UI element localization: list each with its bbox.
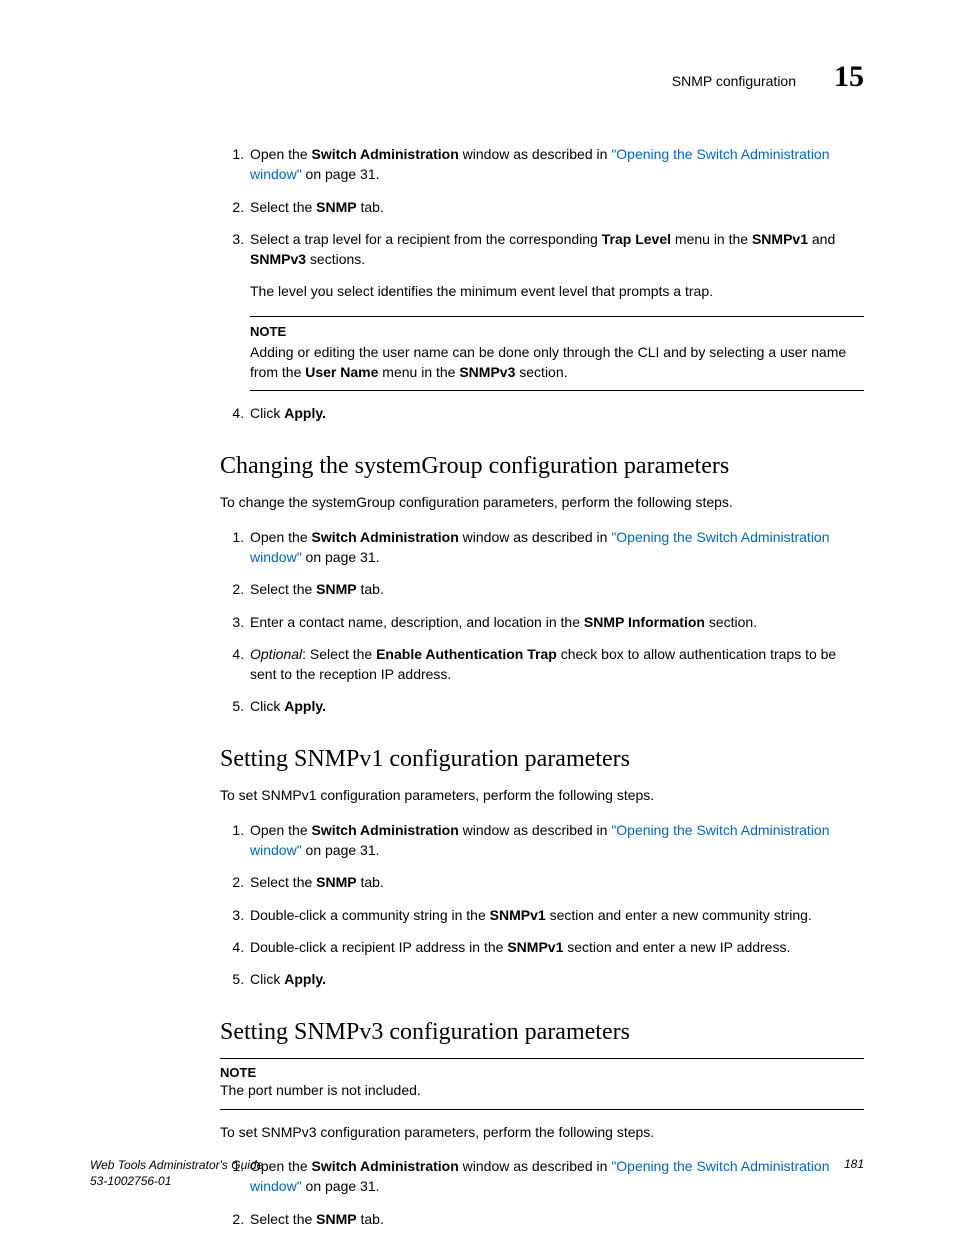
italic-text: Optional: [250, 646, 302, 662]
text: window as described in: [459, 529, 612, 545]
step-item: Select the SNMP tab.: [248, 1209, 864, 1229]
text: Select the: [250, 1211, 316, 1227]
text: Click: [250, 405, 284, 421]
text: section.: [515, 364, 567, 380]
text: Open the: [250, 146, 312, 162]
note-box: NOTE Adding or editing the user name can…: [250, 316, 864, 391]
step-item: Double-click a community string in the S…: [248, 905, 864, 925]
text: section and enter a new community string…: [546, 907, 812, 923]
bold-text: SNMPv1: [490, 907, 546, 923]
step-item: Open the Switch Administration window as…: [248, 820, 864, 861]
text: Select the: [250, 581, 316, 597]
text: Double-click a community string in the: [250, 907, 490, 923]
section-heading: Setting SNMPv1 configuration parameters: [220, 745, 864, 774]
chapter-number: 15: [834, 60, 864, 94]
page-content: Open the Switch Administration window as…: [220, 144, 864, 1229]
section-intro: To change the systemGroup configuration …: [220, 492, 864, 512]
bold-text: Switch Administration: [312, 146, 459, 162]
step-item: Select a trap level for a recipient from…: [248, 229, 864, 391]
text: window as described in: [459, 822, 612, 838]
text: Open the: [250, 822, 312, 838]
bold-text: User Name: [305, 364, 378, 380]
section-heading: Changing the systemGroup configuration p…: [220, 452, 864, 481]
step-item: Select the SNMP tab.: [248, 197, 864, 217]
section-heading: Setting SNMPv3 configuration parameters: [220, 1018, 864, 1047]
text: on page 31.: [302, 166, 380, 182]
text: Select a trap level for a recipient from…: [250, 231, 602, 247]
section-intro: To set SNMPv3 configuration parameters, …: [220, 1122, 864, 1142]
step-item: Click Apply.: [248, 696, 864, 716]
text: tab.: [357, 581, 384, 597]
footer-docnum: 53-1002756-01: [90, 1173, 263, 1189]
step-item: Enter a contact name, description, and l…: [248, 612, 864, 632]
bold-text: Apply.: [284, 698, 326, 714]
step-item: Click Apply.: [248, 969, 864, 989]
text: section and enter a new IP address.: [563, 939, 790, 955]
text: section.: [705, 614, 757, 630]
text: tab.: [357, 874, 384, 890]
text: Click: [250, 971, 284, 987]
bold-text: SNMP Information: [584, 614, 705, 630]
text: window as described in: [459, 146, 612, 162]
text: menu in the: [378, 364, 459, 380]
bold-text: SNMP: [316, 199, 356, 215]
note-label: NOTE: [220, 1065, 864, 1080]
text: Open the: [250, 529, 312, 545]
note-box: NOTE The port number is not included.: [220, 1058, 864, 1109]
text: sections.: [306, 251, 365, 267]
bold-text: SNMPv3: [459, 364, 515, 380]
page: SNMP configuration 15 Open the Switch Ad…: [0, 0, 954, 1235]
text: Enter a contact name, description, and l…: [250, 614, 584, 630]
bold-text: Apply.: [284, 971, 326, 987]
step-item: Select the SNMP tab.: [248, 579, 864, 599]
bold-text: Trap Level: [602, 231, 671, 247]
footer-title: Web Tools Administrator's Guide: [90, 1157, 263, 1173]
page-header: SNMP configuration 15: [90, 60, 864, 94]
steps-list: Open the Switch Administration window as…: [220, 144, 864, 424]
bold-text: Switch Administration: [312, 822, 459, 838]
text: tab.: [357, 1211, 384, 1227]
bold-text: SNMP: [316, 874, 356, 890]
bold-text: SNMPv3: [250, 251, 306, 267]
steps-list: Open the Switch Administration window as…: [220, 527, 864, 717]
bold-text: SNMPv1: [507, 939, 563, 955]
step-item: Click Apply.: [248, 403, 864, 423]
header-title: SNMP configuration: [672, 73, 796, 89]
bold-text: SNMPv1: [752, 231, 808, 247]
bold-text: Switch Administration: [312, 529, 459, 545]
step-item: Optional: Select the Enable Authenticati…: [248, 644, 864, 685]
note-label: NOTE: [250, 323, 864, 342]
bold-text: Apply.: [284, 405, 326, 421]
text: Select the: [250, 874, 316, 890]
footer-left: Web Tools Administrator's Guide 53-10027…: [90, 1157, 263, 1189]
note-body: Adding or editing the user name can be d…: [250, 342, 864, 383]
step-item: Select the SNMP tab.: [248, 872, 864, 892]
text: menu in the: [671, 231, 752, 247]
text: tab.: [357, 199, 384, 215]
text: on page 31.: [302, 842, 380, 858]
step-item: Double-click a recipient IP address in t…: [248, 937, 864, 957]
bold-text: SNMP: [316, 581, 356, 597]
note-body: The port number is not included.: [220, 1080, 864, 1100]
text: Double-click a recipient IP address in t…: [250, 939, 507, 955]
text: Click: [250, 698, 284, 714]
step-subtext: The level you select identifies the mini…: [250, 281, 864, 301]
step-item: Open the Switch Administration window as…: [248, 144, 864, 185]
section-intro: To set SNMPv1 configuration parameters, …: [220, 785, 864, 805]
text: and: [808, 231, 835, 247]
text: on page 31.: [302, 549, 380, 565]
bold-text: Enable Authentication Trap: [376, 646, 557, 662]
text: Select the: [250, 199, 316, 215]
bold-text: SNMP: [316, 1211, 356, 1227]
text: : Select the: [302, 646, 376, 662]
steps-list: Open the Switch Administration window as…: [220, 820, 864, 990]
footer-page-number: 181: [844, 1157, 864, 1171]
step-item: Open the Switch Administration window as…: [248, 527, 864, 568]
page-footer: Web Tools Administrator's Guide 53-10027…: [90, 1157, 864, 1189]
